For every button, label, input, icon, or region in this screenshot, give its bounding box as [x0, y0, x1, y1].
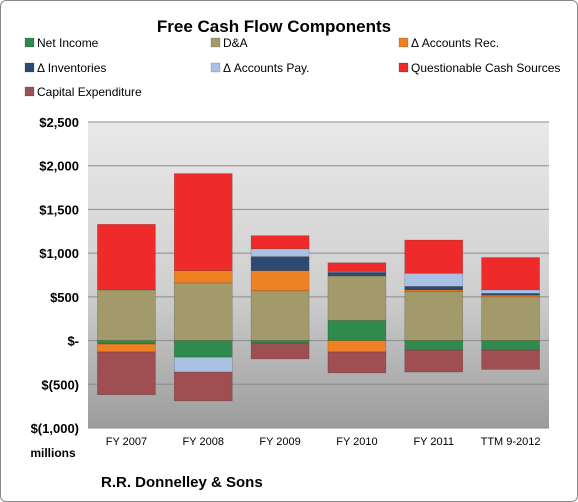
legend-label-accounts-pay: Δ Accounts Pay.	[223, 61, 310, 75]
bar-segment-net-income	[327, 320, 387, 341]
bar-segment-questionable-cash-sources	[97, 223, 156, 291]
x-tick-label: FY 2010	[336, 436, 377, 448]
bar-segment-questionable-cash-sources	[173, 173, 233, 271]
bar-segment-questionable-cash-sources	[250, 235, 310, 250]
bar-segment-capital-expenditure	[97, 351, 156, 396]
bar-segment-accounts-rec	[173, 270, 233, 284]
legend-swatch-d-a	[210, 37, 221, 48]
y-tick-label: $500	[50, 290, 79, 305]
bar-segment-inventories	[250, 256, 310, 271]
legend-swatch-accounts-pay	[210, 62, 221, 73]
y-tick-label: $1,500	[39, 202, 79, 217]
legend-label-capital-expenditure: Capital Expenditure	[37, 85, 142, 99]
y-tick-label: $2,500	[39, 115, 79, 130]
legend-label-inventories: Δ Inventories	[37, 61, 106, 75]
legend-swatch-inventories	[24, 62, 35, 73]
x-tick-label: TTM 9-2012	[481, 436, 541, 448]
bar-segment-accounts-pay	[404, 272, 464, 287]
legend-swatch-net-income	[24, 37, 35, 48]
bar-segment-questionable-cash-sources	[481, 257, 540, 291]
x-tick-label: FY 2008	[183, 436, 224, 448]
y-tick-label: $1,000	[39, 246, 79, 261]
y-tick-label: $-	[67, 334, 79, 349]
x-tick-label: FY 2011	[413, 436, 454, 448]
bar-segment-d-a	[250, 290, 310, 341]
y-axis-label: millions	[30, 446, 76, 460]
bar-segment-accounts-rec	[250, 270, 310, 292]
legend-label-accounts-rec: Δ Accounts Rec.	[411, 36, 499, 50]
bar-segment-net-income	[173, 340, 233, 358]
bar-segment-questionable-cash-sources	[404, 239, 464, 274]
bar-segment-d-a	[97, 289, 156, 341]
plot-area	[88, 122, 549, 428]
bar-segment-net-income	[481, 340, 540, 351]
bar-segment-capital-expenditure	[250, 342, 310, 360]
bar-segment-net-income	[404, 340, 464, 351]
legend: Net Income D&A Δ Accounts Rec. Δ Inventorie…	[24, 36, 560, 99]
legend-label-net-income: Net Income	[37, 36, 99, 50]
y-axis-ticks: $2,500 $2,000 $1,500 $1,000 $500 $- $(500) $(1,…	[31, 115, 79, 436]
x-axis-ticks: FY 2007 FY 2008 FY 2009 FY 2010 FY 2011 TTM 9…	[106, 436, 541, 448]
bar-segment-inventories	[404, 286, 464, 291]
bar-segment-capital-expenditure	[404, 349, 464, 373]
bar-segment-d-a	[173, 282, 233, 341]
bar-segment-accounts-pay	[481, 289, 540, 294]
bars	[97, 173, 540, 402]
y-tick-label: $2,000	[39, 159, 79, 174]
x-tick-label: FY 2007	[106, 436, 147, 448]
bar-segment-questionable-cash-sources	[327, 262, 387, 272]
bar-segment-accounts-pay	[173, 356, 233, 373]
bar-segment-accounts-rec	[327, 340, 387, 353]
bar-segment-accounts-rec	[481, 294, 540, 298]
bar-segment-d-a	[404, 291, 464, 341]
bar-segment-capital-expenditure	[481, 349, 540, 370]
chart-title: Free Cash Flow Components	[157, 17, 391, 36]
bar-segment-net-income	[250, 340, 310, 344]
bar-segment-capital-expenditure	[327, 351, 387, 374]
grid-lines	[88, 121, 549, 429]
x-tick-label: FY 2009	[259, 436, 300, 448]
bar-segment-capital-expenditure	[173, 371, 233, 402]
bar-segment-accounts-pay	[250, 248, 310, 257]
legend-swatch-accounts-rec	[398, 37, 409, 48]
legend-swatch-capital-expenditure	[24, 86, 35, 97]
y-tick-label: $(500)	[41, 377, 79, 392]
legend-label-d-a: D&A	[223, 36, 248, 50]
legend-swatch-questionable-cash-sources	[398, 62, 409, 73]
bar-segment-net-income	[97, 340, 156, 345]
bar-segment-d-a	[327, 275, 387, 321]
bar-segment-accounts-rec	[97, 343, 156, 353]
chart-footer: R.R. Donnelley & Sons	[101, 474, 263, 491]
bar-segment-inventories	[327, 272, 387, 277]
legend-label-questionable-cash-sources: Questionable Cash Sources	[411, 61, 560, 75]
y-tick-label: $(1,000)	[31, 421, 79, 436]
bar-segment-d-a	[481, 296, 540, 341]
